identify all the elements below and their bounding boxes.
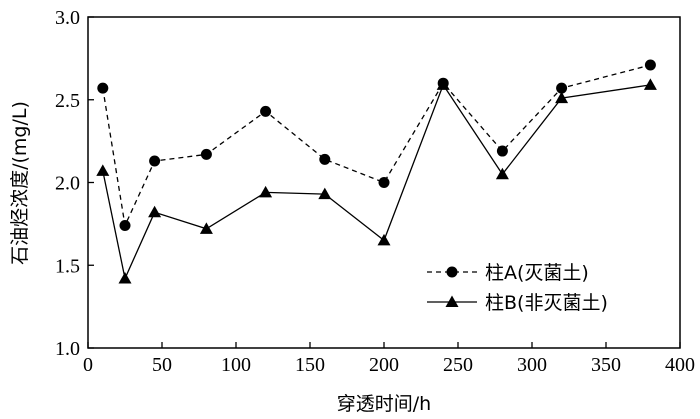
x-tick-label: 100 xyxy=(221,354,251,376)
y-axis-title: 石油烃浓度/(mg/L) xyxy=(9,101,31,265)
data-point xyxy=(149,155,161,167)
data-point xyxy=(378,177,390,188)
series-a xyxy=(97,59,656,232)
data-point xyxy=(119,220,131,232)
y-tick-label: 1.0 xyxy=(55,338,80,360)
legend: 柱A(灭菌土) 柱B(非灭菌土) xyxy=(427,262,608,314)
data-point xyxy=(556,82,568,94)
x-axis: 0 50 100 150 200 250 300 350 400 xyxy=(83,342,695,376)
legend-marker-series-b xyxy=(445,295,459,307)
data-point xyxy=(644,59,656,71)
data-point xyxy=(118,271,132,284)
x-tick-label: 0 xyxy=(83,354,93,376)
data-point xyxy=(260,105,272,117)
series-layer xyxy=(96,59,657,284)
x-tick-label: 300 xyxy=(517,354,547,376)
x-tick-label: 50 xyxy=(152,354,172,376)
x-tick-label: 150 xyxy=(295,354,325,376)
legend-label-series-a: 柱A(灭菌土) xyxy=(485,262,589,284)
data-point xyxy=(259,185,273,198)
data-point xyxy=(555,91,569,104)
data-point xyxy=(436,78,450,90)
data-point xyxy=(96,164,110,176)
x-tick-label: 400 xyxy=(665,354,695,376)
data-point xyxy=(319,153,331,165)
x-axis-title: 穿透时间/h xyxy=(337,393,431,415)
data-point xyxy=(199,222,213,234)
data-point xyxy=(377,233,391,246)
y-tick-label: 1.5 xyxy=(55,255,80,277)
series-line xyxy=(102,64,651,228)
data-point xyxy=(643,78,657,90)
x-tick-label: 250 xyxy=(443,354,473,376)
legend-label-series-b: 柱B(非灭菌土) xyxy=(485,292,608,314)
y-axis: 1.0 1.5 2.0 2.5 3.0 xyxy=(55,7,94,360)
x-tick-label: 200 xyxy=(369,354,399,376)
data-point xyxy=(318,187,332,200)
y-tick-label: 2.5 xyxy=(55,90,80,112)
legend-marker-series-a xyxy=(446,266,458,278)
data-point xyxy=(200,148,212,160)
data-point xyxy=(148,205,162,218)
data-point xyxy=(97,82,109,94)
series-line xyxy=(102,83,651,281)
data-point xyxy=(496,145,508,157)
y-tick-label: 3.0 xyxy=(55,7,80,29)
y-tick-label: 2.0 xyxy=(55,173,80,195)
x-tick-label: 350 xyxy=(591,354,621,376)
data-point xyxy=(495,167,509,180)
series-b xyxy=(96,78,657,284)
